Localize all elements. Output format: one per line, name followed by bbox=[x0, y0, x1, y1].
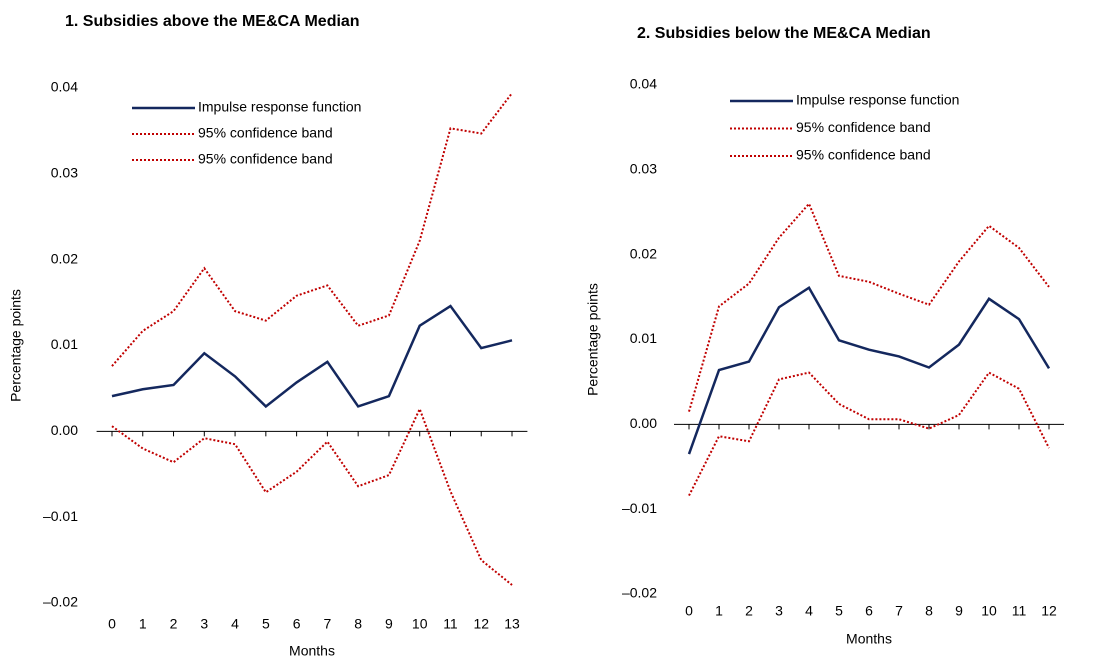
y-axis-label: Percentage points bbox=[8, 289, 24, 402]
x-tick-label: 3 bbox=[200, 616, 208, 632]
x-tick-label: 10 bbox=[412, 616, 428, 632]
y-tick-label: 0.01 bbox=[630, 330, 657, 346]
y-tick-label: 0.01 bbox=[51, 336, 78, 352]
x-tick-label: 0 bbox=[108, 616, 116, 632]
series-line bbox=[688, 371, 1050, 497]
x-tick-label: 7 bbox=[323, 616, 331, 632]
x-tick-label: 1 bbox=[715, 603, 723, 619]
y-tick-label: 0.02 bbox=[51, 250, 78, 266]
legend-label: Impulse response function bbox=[796, 92, 959, 108]
legend-label: Impulse response function bbox=[198, 99, 361, 115]
y-tick-label: 0.03 bbox=[630, 161, 657, 177]
chart-title: 1. Subsidies above the ME&CA Median bbox=[65, 13, 360, 30]
series-line bbox=[687, 285, 1051, 455]
x-axis-label: Months bbox=[846, 631, 892, 647]
y-tick-label: 0.04 bbox=[51, 79, 78, 95]
x-tick-label: 5 bbox=[835, 603, 843, 619]
x-tick-label: 4 bbox=[231, 616, 239, 632]
series-line bbox=[111, 92, 513, 367]
x-tick-label: 13 bbox=[504, 616, 520, 632]
series-line bbox=[688, 201, 1050, 412]
x-tick-label: 8 bbox=[925, 603, 933, 619]
legend-label: 95% confidence band bbox=[198, 125, 333, 141]
x-tick-label: 3 bbox=[775, 603, 783, 619]
x-tick-label: 11 bbox=[443, 616, 458, 632]
x-tick-label: 8 bbox=[354, 616, 362, 632]
y-tick-label: –0.02 bbox=[43, 594, 78, 610]
legend-label: 95% confidence band bbox=[796, 147, 931, 163]
x-tick-label: 12 bbox=[473, 616, 489, 632]
y-tick-label: 0.02 bbox=[630, 245, 657, 261]
x-tick-label: 6 bbox=[865, 603, 873, 619]
x-tick-label: 2 bbox=[170, 616, 178, 632]
x-tick-label: 7 bbox=[895, 603, 903, 619]
y-axis-label: Percentage points bbox=[585, 283, 601, 396]
x-tick-label: 1 bbox=[139, 616, 147, 632]
x-tick-label: 4 bbox=[805, 603, 813, 619]
chart-title: 2. Subsidies below the ME&CA Median bbox=[637, 25, 931, 42]
y-tick-label: 0.03 bbox=[51, 165, 78, 181]
x-tick-label: 2 bbox=[745, 603, 753, 619]
x-tick-label: 6 bbox=[293, 616, 301, 632]
series-line bbox=[111, 406, 513, 586]
y-tick-label: 0.00 bbox=[51, 422, 78, 438]
y-tick-label: 0.04 bbox=[630, 76, 657, 92]
x-tick-label: 9 bbox=[385, 616, 393, 632]
y-tick-label: –0.01 bbox=[43, 508, 78, 524]
x-tick-label: 10 bbox=[981, 603, 997, 619]
y-tick-label: –0.02 bbox=[622, 585, 657, 601]
x-axis-label: Months bbox=[289, 643, 335, 658]
legend-label: 95% confidence band bbox=[796, 119, 931, 135]
series-line bbox=[111, 304, 513, 409]
x-tick-label: 9 bbox=[955, 603, 963, 619]
y-tick-label: 0.00 bbox=[630, 415, 657, 431]
x-tick-label: 5 bbox=[262, 616, 270, 632]
y-tick-label: –0.01 bbox=[622, 500, 657, 516]
x-tick-label: 11 bbox=[1012, 603, 1027, 619]
legend-label: 95% confidence band bbox=[198, 151, 333, 167]
x-tick-label: 12 bbox=[1041, 603, 1057, 619]
x-tick-label: 0 bbox=[685, 603, 693, 619]
